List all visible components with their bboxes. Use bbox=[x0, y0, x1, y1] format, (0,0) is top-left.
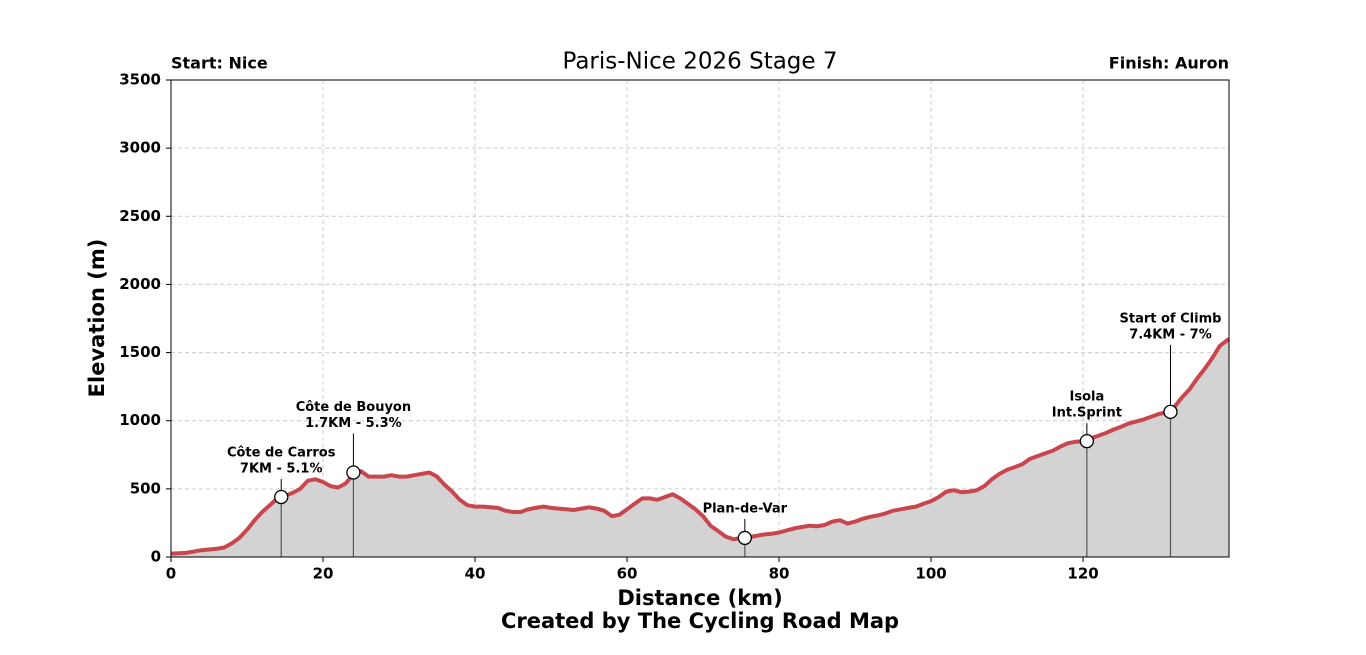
x-tick-label: 20 bbox=[313, 565, 334, 583]
x-tick-label: 60 bbox=[617, 565, 638, 583]
climb-label: Int.Sprint bbox=[1052, 406, 1122, 421]
chart-title: Paris-Nice 2026 Stage 7 bbox=[562, 49, 837, 75]
x-axis-label: Distance (km) bbox=[617, 586, 782, 610]
climb-marker bbox=[1079, 434, 1095, 449]
climb-label: Côte de Carros bbox=[227, 446, 336, 461]
y-tick-label: 1000 bbox=[119, 411, 161, 429]
footer: Created by The Cycling Road Map bbox=[501, 609, 899, 633]
x-tick-label: 100 bbox=[915, 565, 946, 583]
climb-marker bbox=[274, 489, 289, 505]
y-tick-label: 2500 bbox=[119, 207, 161, 225]
climb-label: Start of Climb bbox=[1120, 311, 1222, 326]
climb-label: 7.4KM - 7% bbox=[1129, 327, 1212, 342]
plot-frame bbox=[170, 79, 1230, 558]
x-tick-label: 120 bbox=[1067, 565, 1098, 583]
x-tick-label: 0 bbox=[166, 565, 176, 583]
x-tick-label: 80 bbox=[769, 565, 790, 583]
climb-label: 7KM - 5.1% bbox=[240, 462, 323, 477]
elevation-area bbox=[171, 338, 1229, 557]
elevation-line bbox=[170, 337, 1231, 556]
climb-marker bbox=[346, 465, 361, 480]
start-label: Start: Nice bbox=[171, 54, 268, 73]
climb-label: Plan-de-Var bbox=[703, 501, 788, 516]
x-tick-label: 40 bbox=[465, 565, 486, 583]
y-tick-label: 1500 bbox=[119, 343, 161, 361]
y-tick-label: 0 bbox=[151, 548, 161, 566]
y-tick-label: 3000 bbox=[119, 139, 161, 157]
climb-marker bbox=[737, 530, 752, 546]
y-axis-label: Elevation (m) bbox=[85, 239, 109, 398]
climb-marker bbox=[1163, 404, 1178, 420]
y-tick-label: 3500 bbox=[119, 71, 161, 89]
finish-label: Finish: Auron bbox=[1109, 54, 1229, 73]
y-tick-label: 2000 bbox=[119, 275, 161, 293]
climb-label: Isola bbox=[1070, 390, 1105, 405]
climb-label: Côte de Bouyon bbox=[296, 400, 411, 415]
climb-label: 1.7KM - 5.3% bbox=[305, 416, 402, 431]
y-tick-label: 500 bbox=[130, 479, 161, 497]
